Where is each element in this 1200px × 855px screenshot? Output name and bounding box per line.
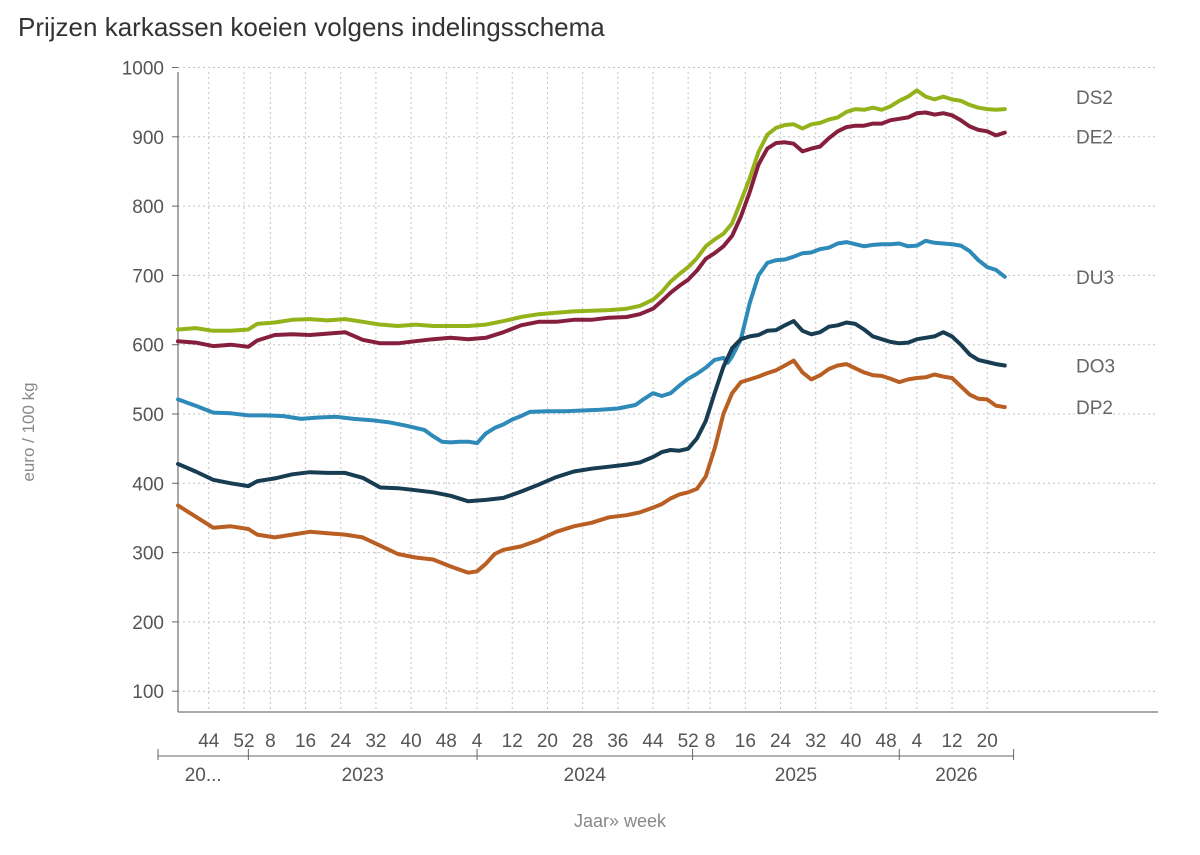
y-axis-label: euro / 100 kg <box>19 382 38 481</box>
week-tick-label: 44 <box>198 731 220 752</box>
week-tick-label: 44 <box>642 731 664 752</box>
series-labels: DS2 DE2 DU3 DO3 DP2 <box>1076 88 1115 419</box>
week-tick-label: 20 <box>977 731 998 752</box>
series-label-dp2: DP2 <box>1076 398 1113 419</box>
week-tick-label: 12 <box>941 731 962 752</box>
week-tick-label: 48 <box>876 731 897 752</box>
y-tick-label: 500 <box>132 405 164 426</box>
week-tick-label: 24 <box>770 731 792 752</box>
grid <box>178 67 1158 712</box>
chart-title: Prijzen karkassen koeien volgens indelin… <box>18 12 605 42</box>
week-tick-label: 36 <box>607 731 628 752</box>
year-label: 2026 <box>935 765 977 786</box>
week-tick-label: 20 <box>537 731 558 752</box>
week-tick-label: 8 <box>265 731 276 752</box>
week-tick-label: 4 <box>912 731 923 752</box>
y-tick-label: 200 <box>132 613 164 634</box>
week-tick-label: 32 <box>365 731 386 752</box>
series-label-ds2: DS2 <box>1076 88 1113 109</box>
series-line-do3 <box>176 319 1007 504</box>
year-label: 2025 <box>775 765 817 786</box>
week-tick-label: 16 <box>735 731 756 752</box>
series-label-do3: DO3 <box>1076 356 1115 377</box>
y-tick-label: 300 <box>132 544 164 565</box>
year-label: 20... <box>185 765 222 786</box>
week-tick-label: 4 <box>472 731 483 752</box>
series-label-de2: DE2 <box>1076 128 1113 149</box>
series-label-du3: DU3 <box>1076 268 1114 289</box>
y-tick-label: 800 <box>132 197 164 218</box>
week-tick-label: 48 <box>436 731 457 752</box>
year-label: 2023 <box>342 765 384 786</box>
y-tick-label: 900 <box>132 128 164 149</box>
week-tick-label: 40 <box>401 731 422 752</box>
y-tick-label: 600 <box>132 336 164 357</box>
y-tick-label: 400 <box>132 474 164 495</box>
series-line-de2 <box>176 110 1007 349</box>
y-tick-label: 1000 <box>122 59 164 80</box>
series-line-ds2 <box>176 88 1007 333</box>
week-tick-label: 40 <box>840 731 861 752</box>
week-tick-label: 12 <box>502 731 523 752</box>
y-tick-label: 100 <box>132 682 164 703</box>
y-tick-label: 700 <box>132 266 164 287</box>
series-line-du3 <box>176 238 1007 446</box>
week-tick-label: 28 <box>572 731 593 752</box>
week-tick-label: 16 <box>295 731 316 752</box>
week-tick-label: 52 <box>678 731 699 752</box>
week-tick-label: 52 <box>233 731 254 752</box>
week-tick-label: 32 <box>805 731 826 752</box>
x-axis-label: Jaar» week <box>574 811 667 831</box>
year-label: 2024 <box>564 765 607 786</box>
series-lines <box>176 88 1007 575</box>
week-tick-label: 24 <box>330 731 352 752</box>
series-line-dp2 <box>176 358 1007 575</box>
week-tick-label: 8 <box>705 731 716 752</box>
